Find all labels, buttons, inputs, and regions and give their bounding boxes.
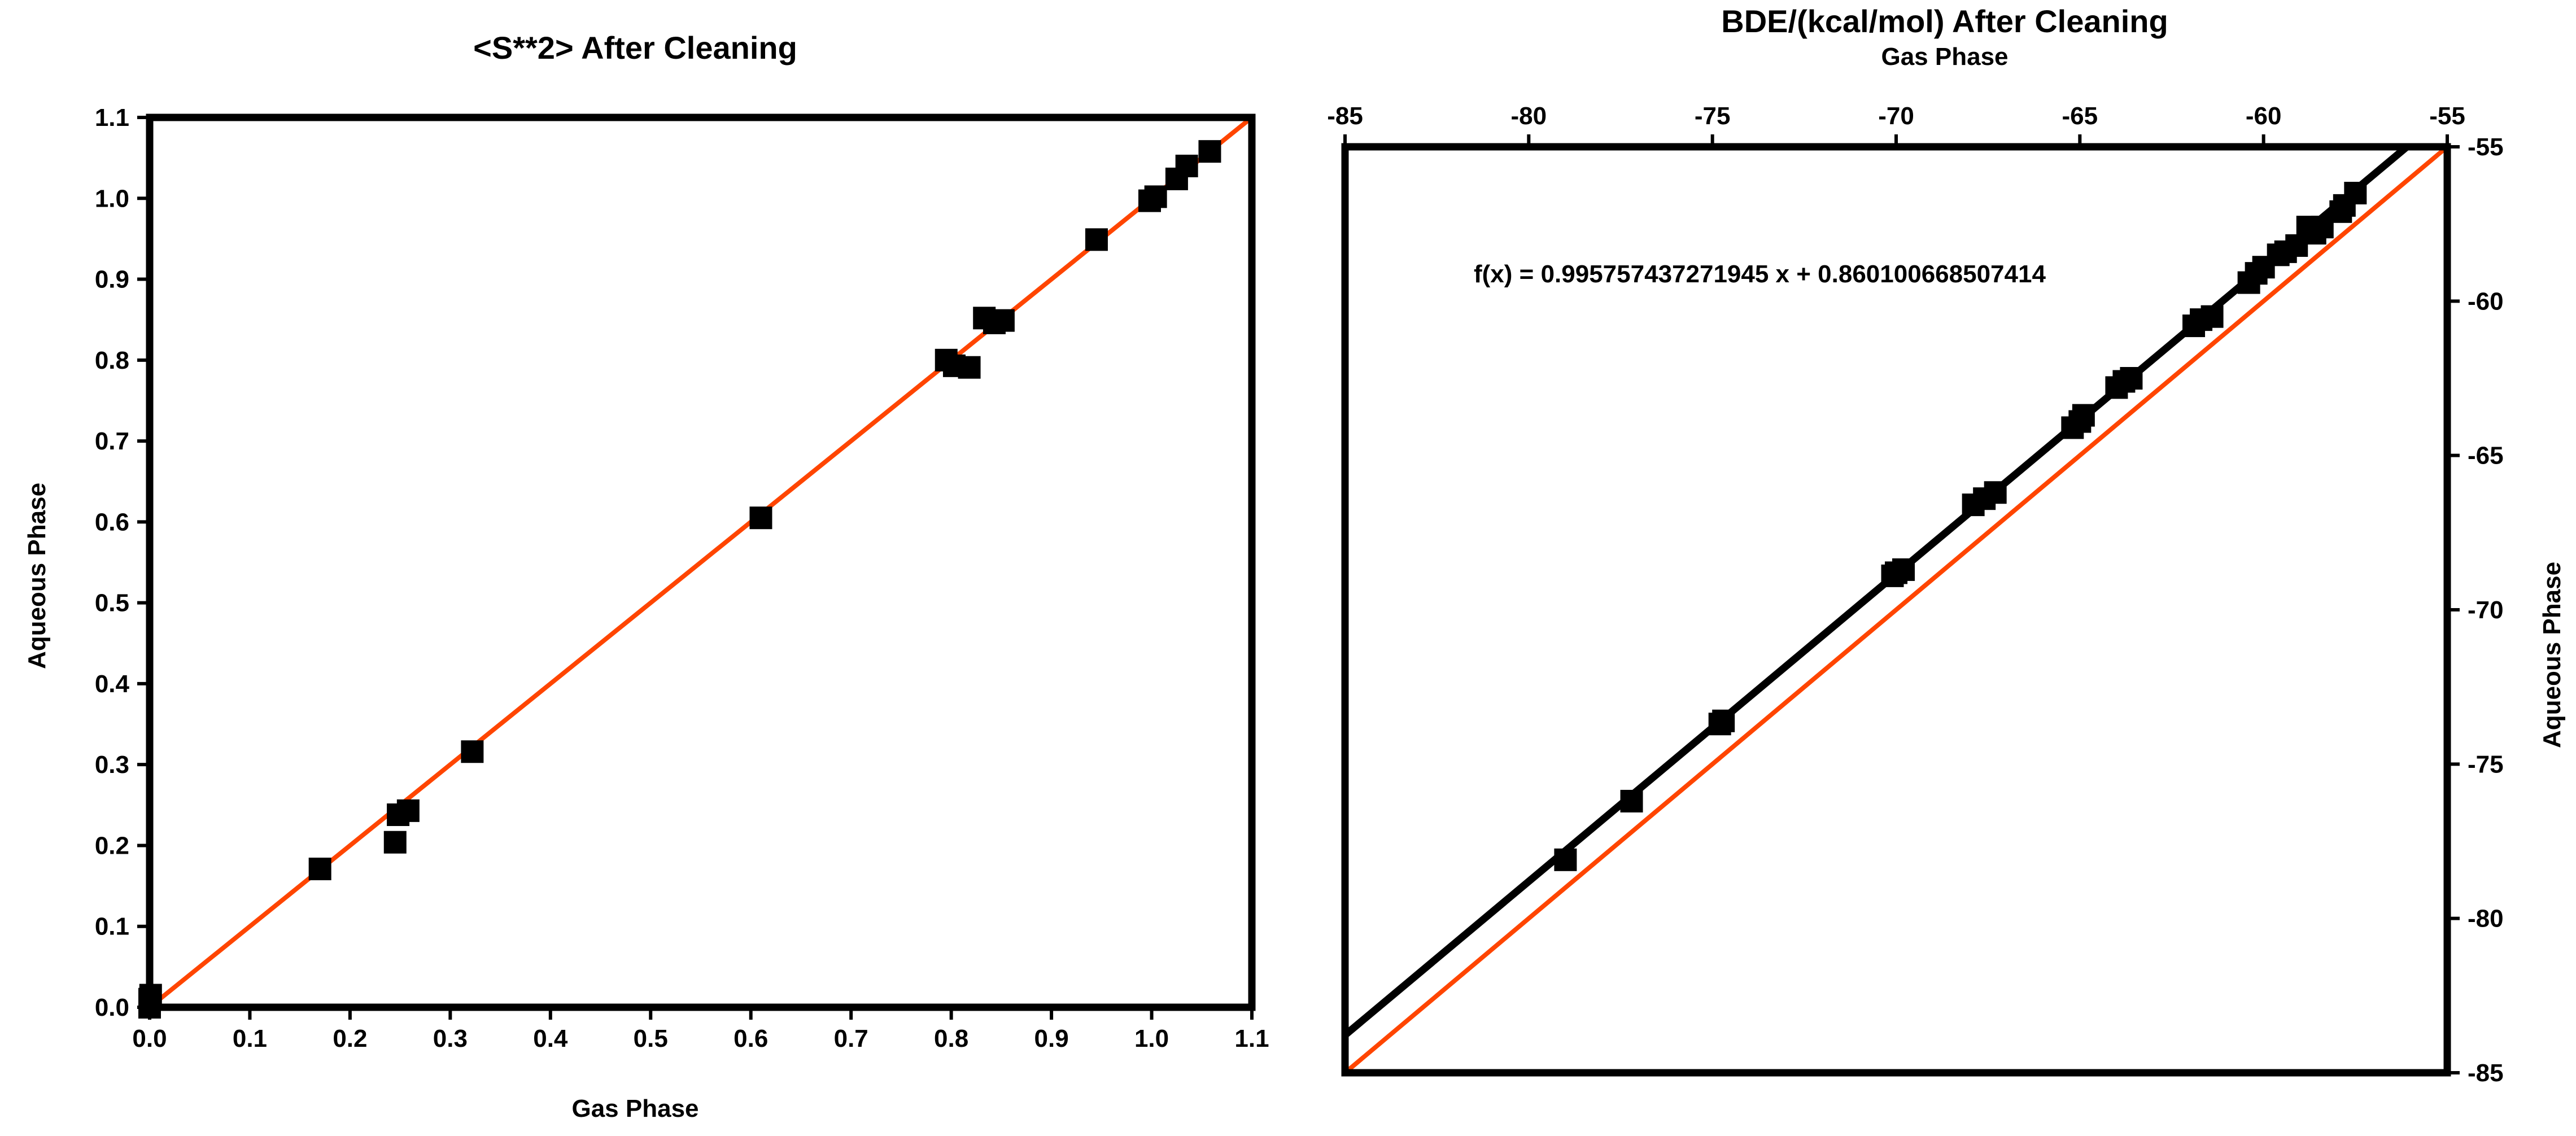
chart-s2-x-ticks: 0.0 0.1 0.2 0.3 0.4 0.5 0.6 0.7 0.8 0.9 1.0 1.1 (132, 1007, 1269, 1052)
x-tick-label: 0.6 (733, 1025, 768, 1052)
chart-s2-reference-line (148, 115, 1254, 1010)
x-tick-label: -75 (1695, 102, 1731, 130)
y-tick-label: -55 (2468, 133, 2504, 161)
chart-s2: <S**2> After Cleaning Gas Phase Aqueous … (23, 30, 1269, 1122)
y-tick-label: 0.7 (95, 427, 129, 455)
chart-bde-x-ticks: -85 -80 -75 -70 -65 -60 -55 (1327, 102, 2465, 147)
y-tick-label: 0.0 (95, 994, 129, 1021)
x-tick-label: 0.5 (634, 1025, 668, 1052)
y-tick-label: -80 (2468, 905, 2504, 933)
x-tick-label: -55 (2429, 102, 2465, 130)
data-point (2120, 367, 2143, 390)
chart-bde-title: BDE/(kcal/mol) After Cleaning (1721, 3, 2168, 39)
data-point (2072, 404, 2095, 427)
chart-bde-x-axis-label: Gas Phase (1881, 43, 2008, 71)
x-tick-label: 1.1 (1234, 1025, 1269, 1052)
chart-s2-x-axis-label: Gas Phase (571, 1095, 698, 1122)
data-point (396, 799, 420, 822)
y-tick-label: 0.3 (95, 751, 129, 779)
data-point (2200, 305, 2224, 328)
chart-bde-points (1554, 182, 2367, 871)
chart-bde-y-axis-label: Aqueous Phase (2538, 562, 2566, 748)
x-tick-label: 0.2 (333, 1025, 367, 1052)
x-tick-label: 0.0 (132, 1025, 167, 1052)
y-tick-label: -60 (2468, 287, 2504, 315)
y-tick-label: 1.0 (95, 185, 129, 212)
y-tick-label: 0.9 (95, 266, 129, 294)
x-tick-label: -80 (1511, 102, 1547, 130)
y-tick-label: 0.5 (95, 589, 129, 617)
chart-bde: BDE/(kcal/mol) After Cleaning Gas Phase … (1327, 3, 2566, 1087)
x-tick-label: 0.4 (533, 1025, 568, 1052)
data-point (383, 831, 407, 854)
chart-s2-plot-frame (146, 113, 1256, 1011)
chart-s2-y-ticks: 0.0 0.1 0.2 0.3 0.4 0.5 0.6 0.7 0.8 0.9 1.0 1.1 (95, 104, 150, 1021)
data-point (308, 858, 331, 881)
data-point (461, 740, 484, 763)
x-tick-label: 0.8 (934, 1025, 968, 1052)
x-tick-label: -70 (1878, 102, 1914, 130)
y-tick-label: -70 (2468, 596, 2504, 624)
y-tick-label: -75 (2468, 750, 2504, 778)
data-point (1881, 564, 1904, 587)
y-tick-label: -65 (2468, 442, 2504, 470)
chart-s2-reference-line-path (148, 115, 1254, 1010)
y-tick-label: 1.1 (95, 104, 129, 132)
chart-bde-reference-line-path (1343, 145, 2449, 1075)
y-tick-label: 0.8 (95, 347, 129, 374)
x-tick-label: 0.1 (233, 1025, 267, 1052)
data-point (992, 309, 1015, 332)
data-point (749, 506, 772, 530)
y-tick-label: 0.6 (95, 508, 129, 536)
data-point (2344, 182, 2367, 204)
y-tick-label: -85 (2468, 1059, 2504, 1087)
chart-bde-fit-line-path (1342, 144, 2409, 1038)
chart-s2-y-axis-label: Aqueous Phase (23, 483, 51, 669)
data-point (1554, 848, 1577, 871)
data-point (958, 356, 981, 379)
data-point (1620, 789, 1643, 812)
x-tick-label: -85 (1327, 102, 1363, 130)
chart-bde-reference-line (1343, 145, 2449, 1075)
data-point (1984, 481, 2007, 504)
data-point (1175, 154, 1198, 177)
x-tick-label: -60 (2246, 102, 2282, 130)
x-tick-label: 0.3 (433, 1025, 468, 1052)
chart-bde-fit-equation: f(x) = 0.995757437271945 x + 0.860100668… (1474, 260, 2046, 288)
y-tick-label: 0.4 (95, 670, 130, 698)
data-point (1708, 713, 1731, 736)
y-tick-label: 0.1 (95, 913, 129, 941)
x-tick-label: 1.0 (1134, 1025, 1169, 1052)
chart-s2-title: <S**2> After Cleaning (473, 30, 797, 65)
x-tick-label: 0.7 (834, 1025, 868, 1052)
data-point (1085, 228, 1108, 251)
y-tick-label: 0.2 (95, 832, 129, 859)
chart-bde-fit-line (1342, 144, 2409, 1038)
chart-bde-y-ticks: -85 -80 -75 -70 -65 -60 -55 (2447, 133, 2504, 1087)
data-point (1144, 185, 1167, 208)
data-point (1198, 140, 1221, 163)
x-tick-label: 0.9 (1034, 1025, 1069, 1052)
x-tick-label: -65 (2062, 102, 2098, 130)
